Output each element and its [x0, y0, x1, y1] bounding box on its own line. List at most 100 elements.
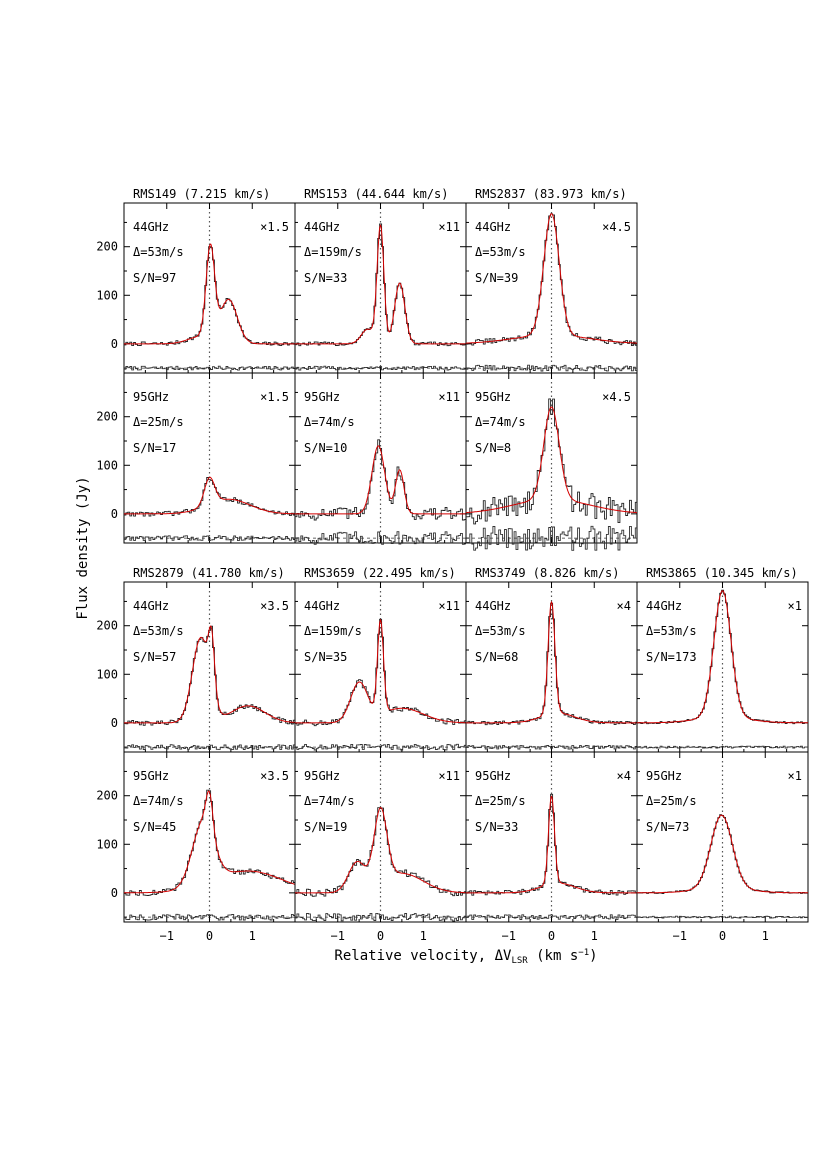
band-label: 95GHz — [646, 769, 682, 783]
source-title: RMS2879 (41.780 km/s) — [133, 566, 285, 580]
resolution-label: Δ=74m/s — [304, 415, 355, 429]
x-axis-label-unit-exponent: −1 — [578, 948, 589, 958]
model-fit-curve — [295, 445, 466, 515]
spectrum-panel: 44GHz Δ=53m/s S/N=68 ×4 — [465, 581, 638, 753]
observed-spectrum — [295, 807, 466, 897]
spectrum-panel: −1 0 1 95GHz Δ=74m/s S/N=19 ×11 — [294, 751, 467, 943]
resolution-label: Δ=25m/s — [646, 794, 697, 808]
model-fit-curve — [466, 795, 637, 894]
residual-spectrum — [295, 531, 466, 545]
residual-spectrum — [637, 915, 808, 919]
spectrum-panel: 0 100 200 −1 0 1 95GHz Δ=74m/s S/N=45 ×3.5 — [96, 751, 296, 943]
x-axis-label-unit-close: ) — [589, 948, 597, 964]
source-title: RMS3659 (22.495 km/s) — [304, 566, 456, 580]
x-tick-label: −1 — [673, 929, 687, 943]
snr-label: S/N=8 — [475, 441, 511, 455]
y-axis-label: Flux density (Jy) — [75, 476, 91, 619]
resolution-label: Δ=25m/s — [133, 415, 184, 429]
model-fit-curve — [295, 807, 466, 894]
model-fit-curve — [295, 224, 466, 345]
x-tick-label: −1 — [502, 929, 516, 943]
model-fit-curve — [124, 243, 295, 345]
spectrum-panel: 44GHz Δ=53m/s S/N=173 ×1 — [636, 581, 809, 753]
source-title: RMS3749 (8.826 km/s) — [475, 566, 620, 580]
model-fit-curve — [466, 600, 637, 724]
x-axis-label-main: Relative velocity, ΔV — [334, 948, 512, 964]
resolution-label: Δ=159m/s — [304, 245, 362, 259]
band-label: 95GHz — [133, 769, 169, 783]
scale-factor-label: ×11 — [438, 599, 460, 613]
residual-spectrum — [124, 744, 295, 750]
model-fit-curve — [637, 590, 808, 724]
snr-label: S/N=45 — [133, 820, 176, 834]
snr-label: S/N=57 — [133, 650, 176, 664]
snr-label: S/N=33 — [304, 271, 347, 285]
resolution-label: Δ=74m/s — [304, 794, 355, 808]
snr-label: S/N=17 — [133, 441, 176, 455]
band-label: 95GHz — [475, 390, 511, 404]
snr-label: S/N=35 — [304, 650, 347, 664]
y-tick-label: 200 — [96, 789, 118, 803]
band-label: 44GHz — [304, 599, 340, 613]
resolution-label: Δ=159m/s — [304, 624, 362, 638]
resolution-label: Δ=53m/s — [133, 245, 184, 259]
residual-spectrum — [466, 525, 637, 551]
scale-factor-label: ×11 — [438, 390, 460, 404]
observed-spectrum — [466, 793, 637, 896]
scale-factor-label: ×4.5 — [602, 220, 631, 234]
scale-factor-label: ×11 — [438, 769, 460, 783]
band-label: 95GHz — [475, 769, 511, 783]
residual-spectrum — [466, 744, 637, 750]
source-title: RMS149 (7.215 km/s) — [133, 187, 270, 201]
band-label: 44GHz — [475, 220, 511, 234]
y-tick-label: 0 — [111, 886, 118, 900]
band-label: 95GHz — [304, 769, 340, 783]
snr-label: S/N=10 — [304, 441, 347, 455]
spectrum-panel: −1 0 1 95GHz Δ=25m/s S/N=73 ×1 — [636, 751, 809, 943]
band-label: 44GHz — [133, 599, 169, 613]
snr-label: S/N=39 — [475, 271, 518, 285]
resolution-label: Δ=53m/s — [475, 624, 526, 638]
x-axis-label-subscript: LSR — [511, 956, 528, 966]
model-fit-curve — [637, 814, 808, 894]
spectrum-panel: 0 100 200 44GHz Δ=53m/s S/N=97 ×1.5 — [96, 202, 296, 374]
snr-label: S/N=73 — [646, 820, 689, 834]
residual-spectrum — [295, 743, 466, 751]
snr-label: S/N=173 — [646, 650, 697, 664]
model-fit-curve — [124, 790, 296, 894]
band-label: 44GHz — [304, 220, 340, 234]
resolution-label: Δ=53m/s — [475, 245, 526, 259]
model-fit-curve — [466, 406, 637, 514]
x-tick-label: 0 — [548, 929, 555, 943]
band-label: 44GHz — [646, 599, 682, 613]
band-label: 44GHz — [475, 599, 511, 613]
residual-spectrum — [124, 535, 295, 542]
band-label: 44GHz — [133, 220, 169, 234]
y-tick-label: 0 — [111, 337, 118, 351]
source-title: RMS3865 (10.345 km/s) — [646, 566, 798, 580]
residual-spectrum — [124, 365, 295, 371]
scale-factor-label: ×11 — [438, 220, 460, 234]
scale-factor-label: ×4.5 — [602, 390, 631, 404]
x-tick-label: 0 — [377, 929, 384, 943]
snr-label: S/N=68 — [475, 650, 518, 664]
y-tick-label: 0 — [111, 716, 118, 730]
observed-spectrum — [295, 223, 466, 347]
model-fit-curve — [295, 618, 466, 724]
x-tick-label: 0 — [719, 929, 726, 943]
y-tick-label: 100 — [96, 667, 118, 681]
panels-group: RMS149 (7.215 km/s) 0 100 200 44GHz Δ=53m/s S/… — [96, 187, 809, 943]
model-fit-curve — [124, 625, 296, 724]
source-title: RMS153 (44.644 km/s) — [304, 187, 449, 201]
x-tick-label: 0 — [206, 929, 213, 943]
y-tick-label: 200 — [96, 619, 118, 633]
model-fit-curve — [466, 213, 637, 344]
observed-spectrum — [124, 477, 295, 517]
residual-spectrum — [295, 912, 466, 922]
scale-factor-label: ×4 — [617, 599, 631, 613]
scale-factor-label: ×3.5 — [260, 599, 289, 613]
observed-spectrum — [466, 398, 637, 525]
x-tick-label: −1 — [331, 929, 345, 943]
scale-factor-label: ×1 — [788, 599, 802, 613]
